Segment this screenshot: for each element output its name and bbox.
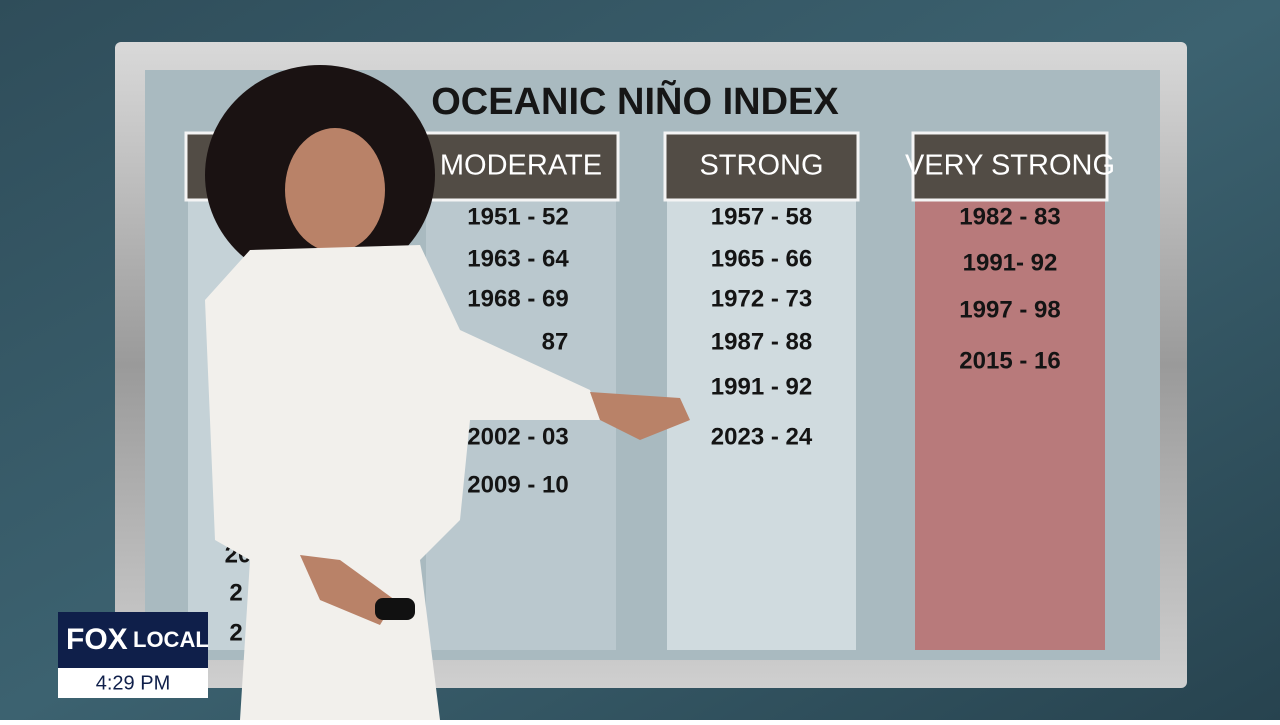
column-header: STRONG [699, 150, 823, 182]
year-range: 1951 - 52 [467, 203, 568, 230]
year-range: 1965 - 66 [711, 245, 812, 272]
board-title: OCEANIC NIÑO INDEX [431, 79, 839, 123]
bug-time-bg [58, 668, 208, 698]
bug-brand: FOX [66, 623, 128, 656]
year-range: 1982 - 83 [959, 203, 1060, 230]
column-header-bg [663, 131, 860, 202]
column-body [667, 200, 856, 650]
year-range: 1963 - 64 [467, 245, 569, 272]
year-range: 2002 - 03 [467, 423, 568, 450]
column-header-bg [422, 131, 620, 202]
year-range: 1972 - 73 [711, 285, 812, 312]
column-header: VERY STRONG [905, 150, 1115, 182]
bug-sub: LOCAL [133, 627, 209, 652]
year-range: 1991 - 92 [711, 373, 812, 400]
year-range: 2015 - 16 [959, 347, 1060, 374]
year-range: 1987 - 88 [711, 328, 812, 355]
column-header-bg [911, 131, 1109, 202]
year-range: 1957 - 58 [711, 203, 812, 230]
year-range: 1997 - 98 [959, 296, 1060, 323]
bug-logo-bg [58, 612, 208, 668]
presenter [205, 65, 690, 720]
column-header: MODERATE [440, 150, 602, 182]
year-range: 87 [542, 328, 569, 355]
year-range: 1968 - 69 [467, 285, 568, 312]
year-range: 2 [229, 579, 242, 606]
year-range: 2009 - 10 [467, 471, 568, 498]
bug-time: 4:29 PM [96, 672, 170, 694]
network-bug: FOX LOCAL 4:29 PM [58, 612, 209, 698]
column-body [915, 200, 1105, 650]
year-range: 2023 - 24 [711, 423, 813, 450]
year-range: 2 [229, 619, 242, 646]
year-range: 1991- 92 [963, 249, 1058, 276]
